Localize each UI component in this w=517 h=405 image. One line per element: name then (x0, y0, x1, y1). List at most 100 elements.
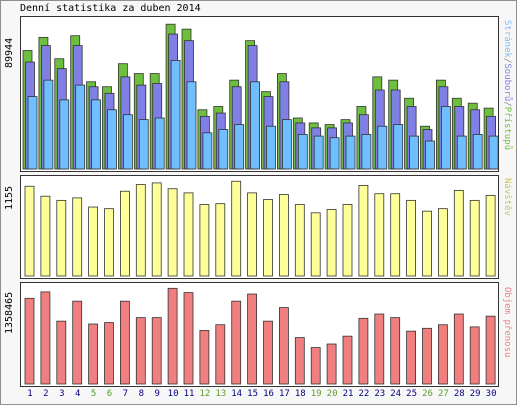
bar-navstev-30 (485, 194, 496, 277)
bar-stranek-27 (440, 106, 451, 170)
bytes-panel (20, 282, 499, 387)
legend-stranek: Stránek (502, 20, 512, 58)
bar-objem-8 (135, 317, 146, 385)
bar-navstev-5 (88, 206, 98, 277)
bar-navstev-14 (231, 180, 242, 277)
bar-objem-20 (326, 343, 337, 385)
bar-stranek-21 (345, 135, 356, 170)
bar-navstev-15 (247, 192, 258, 277)
p2-svg (24, 180, 496, 277)
page-title: Denní statistika za duben 2014 (20, 3, 201, 14)
bar-stranek-8 (138, 119, 149, 170)
bar-objem-10 (167, 287, 178, 385)
legend-souboru: Souborů (502, 63, 512, 102)
bar-navstev-17 (278, 194, 289, 277)
bar-objem-11 (183, 292, 194, 385)
hits-legend: Stránek/Souborů/Přístupů (502, 20, 512, 150)
day-label-4: 4 (74, 389, 81, 399)
p3-svg (24, 287, 496, 385)
bar-objem-22 (358, 317, 369, 385)
bar-objem-26 (422, 327, 432, 385)
bar-navstev-1 (24, 185, 35, 277)
bar-objem-13 (215, 324, 226, 385)
day-label-6: 6 (106, 389, 113, 399)
bar-stranek-5 (91, 99, 101, 170)
day-label-26: 26 (422, 389, 433, 399)
day-label-11: 11 (183, 389, 195, 399)
bar-navstev-21 (342, 204, 353, 277)
visits-max-label: 1155 (4, 185, 15, 210)
bar-navstev-19 (310, 212, 321, 277)
bar-stranek-4 (75, 84, 86, 170)
bar-navstev-22 (358, 185, 369, 277)
day-label-13: 13 (215, 389, 227, 399)
bar-stranek-10 (170, 59, 181, 170)
bar-objem-28 (453, 313, 464, 385)
bar-navstev-11 (183, 192, 194, 277)
bar-stranek-6 (107, 109, 117, 170)
bar-objem-29 (469, 326, 480, 385)
bar-navstev-4 (72, 197, 83, 277)
bar-navstev-12 (199, 204, 210, 277)
bar-objem-6 (104, 322, 114, 385)
bar-navstev-8 (135, 184, 146, 277)
day-label-16: 16 (263, 389, 274, 399)
bar-navstev-27 (437, 208, 448, 277)
day-label-12: 12 (199, 389, 211, 399)
hits-max-label: 89944 (4, 37, 15, 68)
bar-stranek-16 (266, 125, 276, 170)
bar-navstev-9 (151, 182, 162, 277)
bar-navstev-3 (56, 199, 67, 277)
day-label-30: 30 (485, 389, 497, 399)
bar-objem-23 (374, 313, 385, 385)
bar-stranek-14 (234, 124, 245, 170)
legend-pristupu: Přístupů (502, 106, 512, 151)
day-label-25: 25 (406, 389, 418, 399)
bar-objem-25 (406, 330, 417, 385)
day-label-24: 24 (390, 389, 402, 399)
day-label-10: 10 (167, 389, 179, 399)
bar-stranek-29 (472, 134, 483, 170)
bar-stranek-3 (59, 99, 70, 170)
bar-navstev-28 (453, 189, 464, 277)
visits-legend: Návštěv (502, 178, 512, 216)
day-label-18: 18 (294, 389, 306, 399)
bar-stranek-1 (27, 96, 38, 170)
bar-objem-5 (88, 323, 98, 385)
bar-navstev-13 (215, 203, 226, 277)
bar-navstev-7 (120, 190, 130, 277)
hits-panel (20, 16, 499, 172)
p1-svg (22, 23, 498, 170)
bar-stranek-12 (202, 132, 213, 170)
bar-navstev-26 (422, 210, 432, 277)
bar-objem-2 (40, 291, 51, 385)
bar-stranek-24 (393, 124, 404, 170)
bar-stranek-19 (313, 135, 324, 170)
day-label-5: 5 (90, 389, 97, 399)
bar-stranek-15 (250, 81, 261, 170)
bar-stranek-13 (218, 129, 229, 170)
bar-objem-27 (437, 324, 448, 385)
bar-navstev-25 (406, 199, 417, 277)
day-label-19: 19 (310, 389, 322, 399)
bar-navstev-2 (40, 195, 51, 277)
day-label-14: 14 (231, 389, 243, 399)
bar-objem-14 (231, 300, 242, 385)
bar-stranek-22 (361, 134, 372, 170)
bar-objem-17 (278, 307, 289, 385)
bar-objem-12 (199, 330, 210, 385)
bar-objem-21 (342, 335, 353, 385)
day-label-15: 15 (247, 389, 259, 399)
bar-objem-18 (294, 337, 305, 385)
bar-stranek-9 (154, 117, 165, 170)
bar-stranek-18 (297, 134, 308, 170)
bar-objem-3 (56, 320, 67, 385)
day-label-9: 9 (154, 389, 160, 399)
bar-navstev-10 (167, 188, 178, 277)
day-label-27: 27 (437, 389, 449, 399)
day-label-3: 3 (59, 389, 65, 399)
day-label-20: 20 (326, 389, 338, 399)
bar-stranek-17 (281, 119, 292, 170)
day-label-8: 8 (138, 389, 144, 399)
day-label-21: 21 (342, 389, 354, 399)
